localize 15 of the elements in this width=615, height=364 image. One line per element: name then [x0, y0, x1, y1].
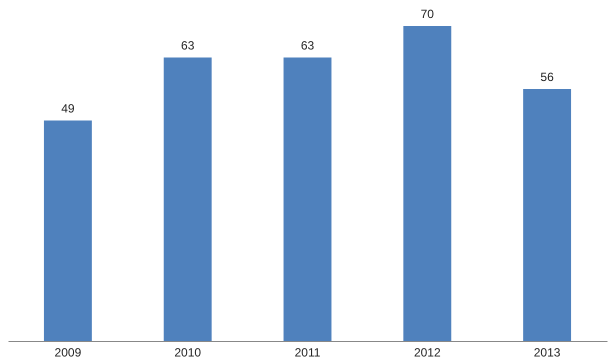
bar [44, 120, 92, 341]
bar [284, 58, 332, 341]
bar [164, 58, 212, 341]
x-tick-label: 2009 [54, 346, 82, 360]
data-label: 70 [420, 7, 434, 21]
data-label: 63 [181, 38, 195, 52]
data-label: 56 [540, 70, 554, 84]
x-tick-label: 2013 [534, 346, 561, 360]
x-tick-label: 2011 [294, 346, 321, 360]
data-label: 49 [61, 102, 75, 116]
bar [403, 26, 452, 341]
bar [523, 89, 572, 341]
data-label: 63 [300, 38, 314, 52]
x-tick-label: 2010 [174, 346, 202, 360]
x-tick-label: 2012 [414, 346, 441, 360]
